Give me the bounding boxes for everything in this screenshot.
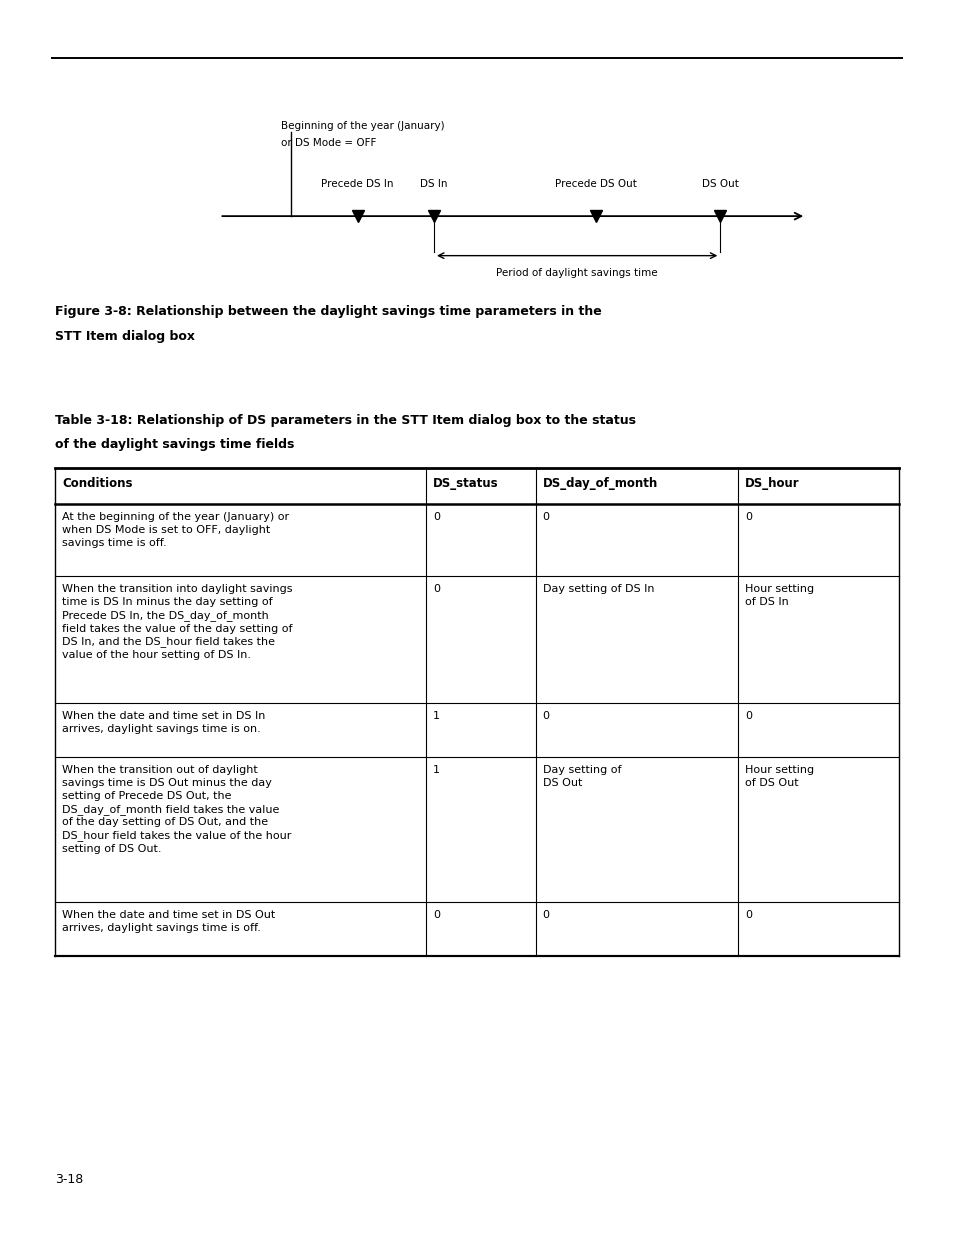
Text: 3-18: 3-18 <box>55 1172 84 1186</box>
Text: When the date and time set in DS In
arrives, daylight savings time is on.: When the date and time set in DS In arri… <box>62 711 265 734</box>
Text: Period of daylight savings time: Period of daylight savings time <box>496 268 658 278</box>
Text: STT Item dialog box: STT Item dialog box <box>55 330 195 343</box>
Text: 0: 0 <box>542 711 549 721</box>
Text: When the transition out of daylight
savings time is DS Out minus the day
setting: When the transition out of daylight savi… <box>62 766 291 853</box>
Text: 0: 0 <box>744 910 751 920</box>
Text: 0: 0 <box>433 584 439 594</box>
Text: When the transition into daylight savings
time is DS In minus the day setting of: When the transition into daylight saving… <box>62 584 293 661</box>
Text: At the beginning of the year (January) or
when DS Mode is set to OFF, daylight
s: At the beginning of the year (January) o… <box>62 513 289 548</box>
Text: DS_hour: DS_hour <box>744 477 799 490</box>
Text: DS Out: DS Out <box>701 179 738 189</box>
Text: 0: 0 <box>542 910 549 920</box>
Text: Conditions: Conditions <box>62 477 132 490</box>
Text: DS_day_of_month: DS_day_of_month <box>542 477 658 490</box>
Text: 0: 0 <box>542 513 549 522</box>
Text: Hour setting
of DS Out: Hour setting of DS Out <box>744 766 813 788</box>
Text: of the daylight savings time fields: of the daylight savings time fields <box>55 438 294 452</box>
Text: 0: 0 <box>433 513 439 522</box>
Text: Precede DS Out: Precede DS Out <box>555 179 637 189</box>
Text: Hour setting
of DS In: Hour setting of DS In <box>744 584 813 608</box>
Text: Day setting of
DS Out: Day setting of DS Out <box>542 766 620 788</box>
Text: Day setting of DS In: Day setting of DS In <box>542 584 654 594</box>
Text: Figure 3-8: Relationship between the daylight savings time parameters in the: Figure 3-8: Relationship between the day… <box>55 305 601 319</box>
Text: 0: 0 <box>744 711 751 721</box>
Text: 0: 0 <box>433 910 439 920</box>
Text: 0: 0 <box>744 513 751 522</box>
Text: Precede DS In: Precede DS In <box>321 179 394 189</box>
Text: DS_status: DS_status <box>433 477 498 490</box>
Text: DS In: DS In <box>420 179 447 189</box>
Text: Beginning of the year (January): Beginning of the year (January) <box>281 121 445 131</box>
Text: When the date and time set in DS Out
arrives, daylight savings time is off.: When the date and time set in DS Out arr… <box>62 910 275 934</box>
Text: 1: 1 <box>433 766 439 776</box>
Text: 1: 1 <box>433 711 439 721</box>
Text: Table 3-18: Relationship of DS parameters in the STT Item dialog box to the stat: Table 3-18: Relationship of DS parameter… <box>55 414 636 427</box>
Text: or DS Mode = OFF: or DS Mode = OFF <box>281 138 376 148</box>
